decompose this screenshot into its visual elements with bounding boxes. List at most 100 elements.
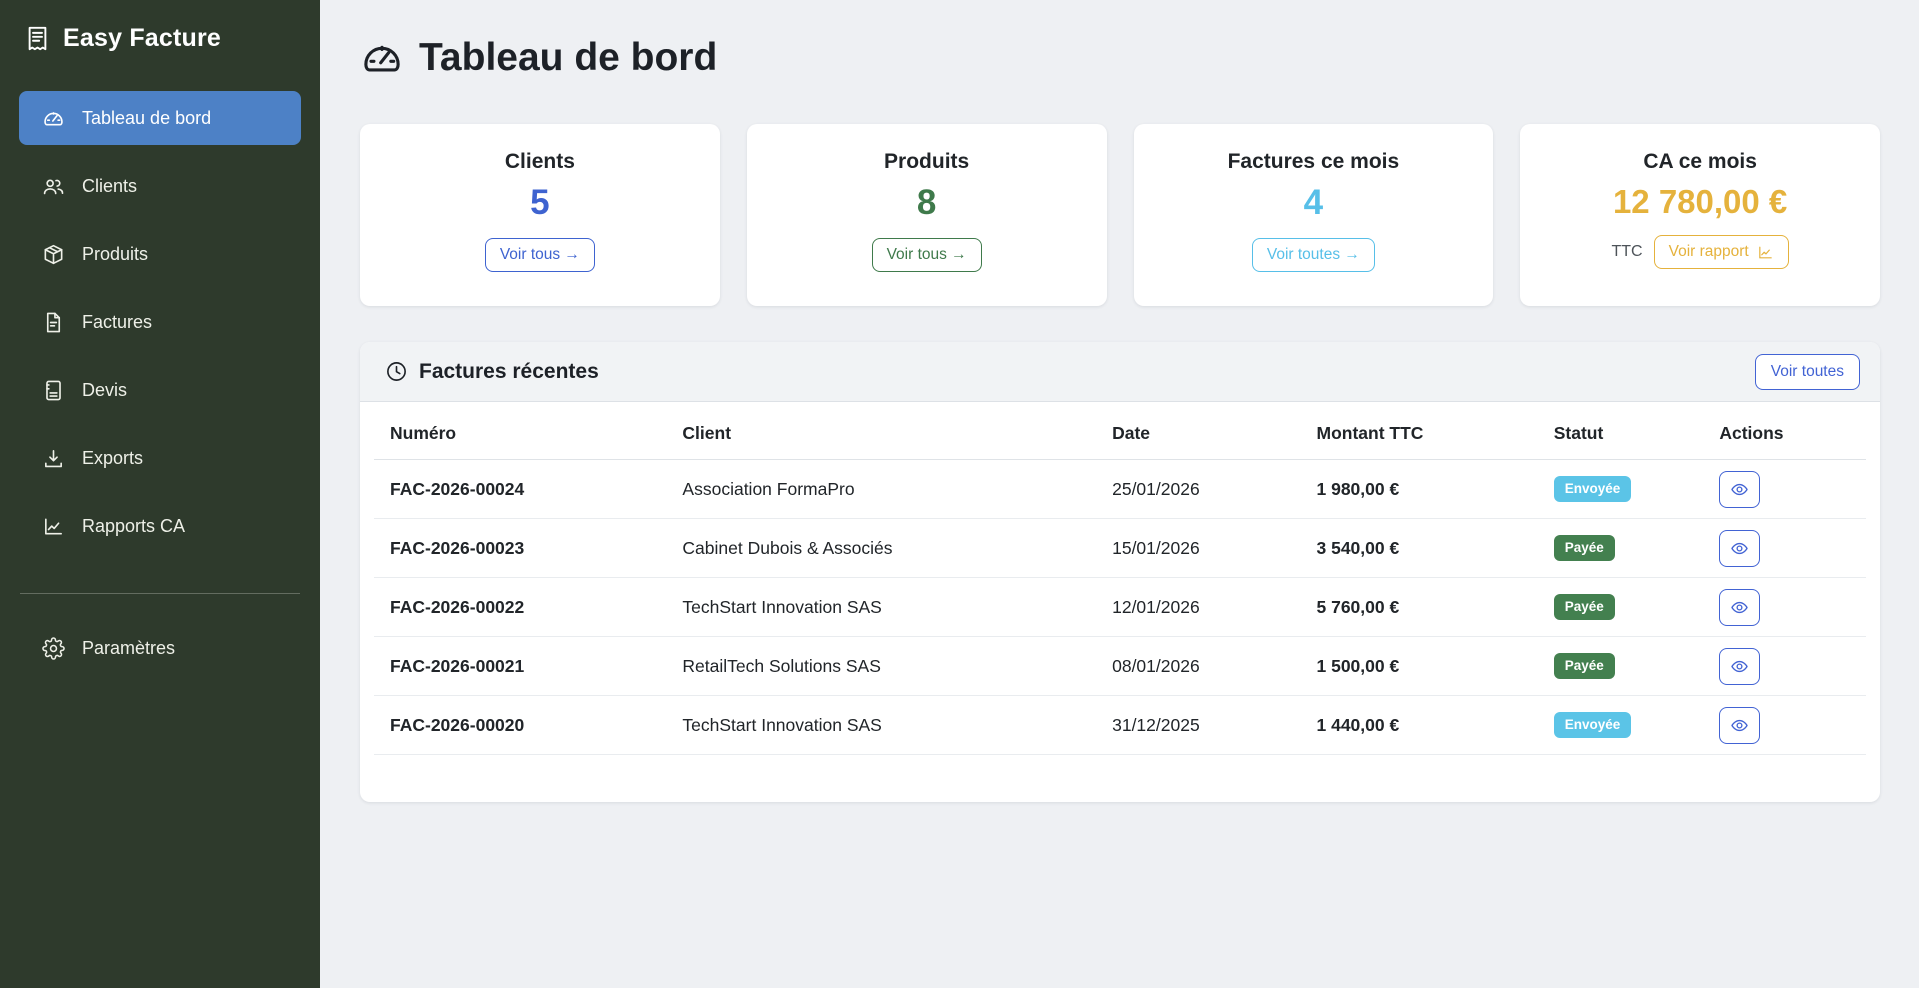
invoice-amount: 1 500,00 € [1300,636,1538,696]
voir-toutes-factures-button[interactable]: Voir toutes → [1251,237,1375,272]
sidebar-item-tableau-de-bord[interactable]: Tableau de bord [19,91,301,145]
voir-toutes-header-button[interactable]: Voir toutes [1754,353,1860,390]
invoice-client: RetailTech Solutions SAS [666,636,1097,696]
sidebar-item-label: Rapports CA [82,515,186,536]
voir-rapport-label: Voir rapport [1668,243,1749,261]
gear-icon [42,636,65,660]
section-title-text: Factures récentes [419,359,599,383]
recent-invoices-card: Factures récentes Voir toutes Numéro Cli… [360,342,1880,802]
invoices-table: Numéro Client Date Montant TTC Statut Ac… [374,402,1866,755]
main-content: Tableau de bord Clients 5 Voir tous → Pr… [320,0,1919,988]
eye-icon [1731,483,1749,495]
sidebar-item-exports[interactable]: Exports [19,431,301,485]
invoice-date: 12/01/2026 [1096,577,1301,637]
box-icon [44,244,63,264]
sidebar-nav: Tableau de bord Clients Produits Facture… [0,91,320,567]
page-title: Tableau de bord [360,36,1880,80]
stats-row: Clients 5 Voir tous → Produits 8 Voir to… [360,124,1880,306]
stat-title: Produits [884,150,970,173]
col-date: Date [1096,402,1301,460]
status-badge: Envoyée [1553,711,1632,739]
speedometer-icon [44,111,63,126]
receipt-icon [28,26,47,51]
stat-title: Factures ce mois [1227,150,1400,173]
download-icon [45,449,62,467]
file-text-icon [46,312,61,332]
invoice-date: 15/01/2026 [1096,518,1301,578]
line-chart-icon [1758,246,1772,259]
stat-card-ca-ce-mois: CA ce mois 12 780,00 € TTC Voir rapport [1520,124,1880,306]
invoice-amount: 1 440,00 € [1300,695,1538,755]
sidebar-item-label: Clients [82,175,138,196]
invoice-amount: 3 540,00 € [1300,518,1538,578]
stat-card-produits: Produits 8 Voir tous → [746,124,1107,306]
sidebar-item-label: Paramètres [82,637,176,658]
sidebar-item-label: Tableau de bord [82,107,212,128]
invoice-client: TechStart Innovation SAS [666,577,1097,637]
sidebar-item-clients[interactable]: Clients [19,159,301,213]
voir-tous-clients-button[interactable]: Voir tous → [484,237,595,272]
col-montant-ttc: Montant TTC [1300,402,1538,460]
app-logo: Easy Facture [0,0,320,69]
sidebar-item-label: Exports [82,447,144,468]
stat-value: 4 [1303,183,1324,222]
sidebar-footer-nav: Paramètres [0,621,320,689]
view-invoice-button[interactable] [1719,706,1761,744]
table-row: FAC-2026-00020 TechStart Innovation SAS … [374,695,1866,755]
sidebar-divider [20,593,300,594]
sidebar-item-label: Devis [82,379,128,400]
invoice-number: FAC-2026-00021 [374,636,667,696]
sidebar-item-rapports-ca[interactable]: Rapports CA [19,499,301,553]
view-invoice-button[interactable] [1719,470,1761,508]
sidebar-item-devis[interactable]: Devis [19,363,301,417]
status-badge: Payée [1553,534,1615,562]
section-title: Factures récentes [385,360,599,384]
sidebar-item-factures[interactable]: Factures [19,295,301,349]
eye-icon [1731,542,1749,554]
line-chart-icon [45,517,62,535]
eye-icon [1731,601,1749,613]
sidebar-item-label: Factures [82,311,153,332]
invoice-number: FAC-2026-00022 [374,577,667,637]
status-badge: Envoyée [1553,475,1632,503]
sidebar: Easy Facture Tableau de bord Clients Pro… [0,0,320,988]
invoice-date: 25/01/2026 [1096,459,1301,519]
invoices-table-wrap: Numéro Client Date Montant TTC Statut Ac… [360,402,1880,802]
invoice-number: FAC-2026-00023 [374,518,667,578]
stat-title: Clients [504,150,575,173]
sidebar-item-produits[interactable]: Produits [19,227,301,281]
stat-value: 5 [530,183,550,222]
col-client: Client [666,402,1097,460]
eye-icon [1731,660,1749,672]
invoice-date: 31/12/2025 [1096,695,1301,755]
journal-icon [46,380,61,400]
invoice-client: TechStart Innovation SAS [666,695,1097,755]
stat-value: 8 [916,183,937,222]
app-title: Easy Facture [63,24,222,52]
clock-icon [387,362,406,381]
invoice-number: FAC-2026-00020 [374,695,667,755]
stat-title: CA ce mois [1643,150,1757,173]
table-row: FAC-2026-00021 RetailTech Solutions SAS … [374,636,1866,696]
view-invoice-button[interactable] [1719,647,1761,685]
table-header-row: Numéro Client Date Montant TTC Statut Ac… [374,402,1866,460]
invoice-client: Association FormaPro [666,459,1097,519]
ttc-label: TTC [1611,243,1643,261]
invoice-client: Cabinet Dubois & Associés [666,518,1097,578]
col-numero: Numéro [374,402,667,460]
status-badge: Payée [1553,593,1615,621]
voir-tous-produits-button[interactable]: Voir tous → [871,237,982,272]
recent-invoices-header: Factures récentes Voir toutes [360,342,1880,402]
voir-rapport-button[interactable]: Voir rapport [1653,235,1789,270]
view-invoice-button[interactable] [1719,588,1761,626]
eye-icon [1731,719,1749,731]
col-statut: Statut [1537,402,1704,460]
invoice-date: 08/01/2026 [1096,636,1301,696]
invoice-amount: 1 980,00 € [1300,459,1538,519]
col-actions: Actions [1703,402,1866,460]
view-invoice-button[interactable] [1719,529,1761,567]
table-row: FAC-2026-00024 Association FormaPro 25/0… [374,459,1866,519]
stat-value: 12 780,00 € [1612,183,1788,220]
sidebar-item-parametres[interactable]: Paramètres [19,621,301,675]
